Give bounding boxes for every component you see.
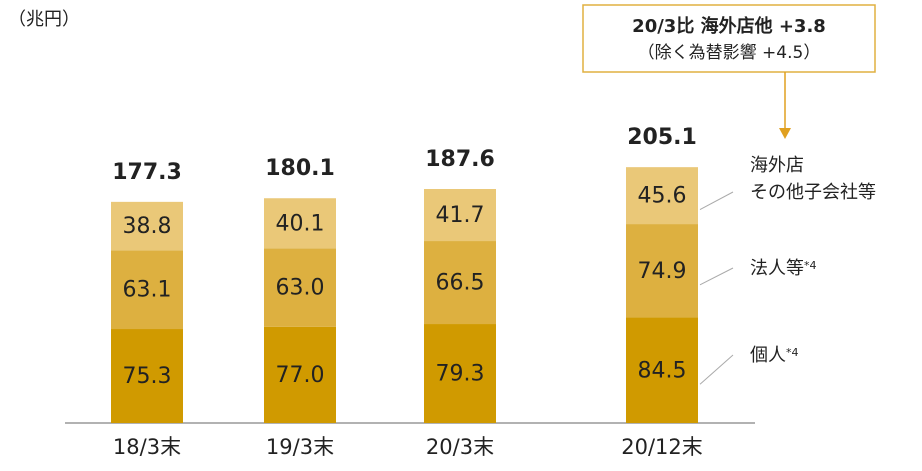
value-label: 79.3 xyxy=(436,362,485,387)
value-label: 66.5 xyxy=(436,271,485,296)
bar-segment xyxy=(111,201,183,251)
legend-name: 個人 xyxy=(750,345,786,366)
value-label: 75.3 xyxy=(123,364,172,389)
value-label: 63.0 xyxy=(276,276,325,301)
legend-label: 個人*4 xyxy=(750,342,799,369)
bar-segment xyxy=(264,248,336,327)
value-label: 38.8 xyxy=(123,214,172,239)
value-label: 41.7 xyxy=(436,203,485,228)
bar-segment xyxy=(424,241,496,325)
value-label: 45.6 xyxy=(638,184,687,209)
bar-segment xyxy=(626,317,698,423)
value-label: 40.1 xyxy=(276,211,325,236)
legend-label: 法人等*4 xyxy=(750,255,817,282)
bar-segment xyxy=(111,329,183,423)
value-label: 74.9 xyxy=(638,259,687,284)
bar-segment xyxy=(424,324,496,423)
x-tick-label: 20/3末 xyxy=(426,435,494,459)
legend-connector xyxy=(699,191,734,211)
y-axis-label: （兆円） xyxy=(8,9,80,30)
bar-segment xyxy=(626,167,698,225)
legend-name: 法人等 xyxy=(750,258,804,279)
x-tick-label: 20/12末 xyxy=(621,435,703,459)
total-label: 187.6 xyxy=(425,147,495,172)
arrow-head xyxy=(779,128,791,139)
x-tick-label: 18/3末 xyxy=(113,435,181,459)
bar-segment xyxy=(424,189,496,242)
x-tick-label: 19/3末 xyxy=(266,435,334,459)
bar-segment xyxy=(264,326,336,423)
annotation-box xyxy=(582,4,876,73)
total-label: 205.1 xyxy=(627,125,697,150)
bar-segment xyxy=(264,198,336,249)
legend-connector xyxy=(699,354,734,385)
legend-connector xyxy=(699,267,734,286)
legend-name: 海外店 その他子会社等 xyxy=(750,155,876,203)
bar-segment xyxy=(111,250,183,330)
value-label: 77.0 xyxy=(276,363,325,388)
value-label: 63.1 xyxy=(123,278,172,303)
value-label: 84.5 xyxy=(638,358,687,383)
total-label: 180.1 xyxy=(265,156,335,181)
legend-label: 海外店 その他子会社等 xyxy=(750,152,876,206)
annotation-line: （除く為替影響 +4.5） xyxy=(638,43,821,63)
annotation-line: 20/3比 海外店他 +3.8 xyxy=(632,15,826,37)
bar-segment xyxy=(626,224,698,318)
total-label: 177.3 xyxy=(112,160,182,185)
legend-note: *4 xyxy=(786,346,799,359)
legend-note: *4 xyxy=(804,259,817,272)
